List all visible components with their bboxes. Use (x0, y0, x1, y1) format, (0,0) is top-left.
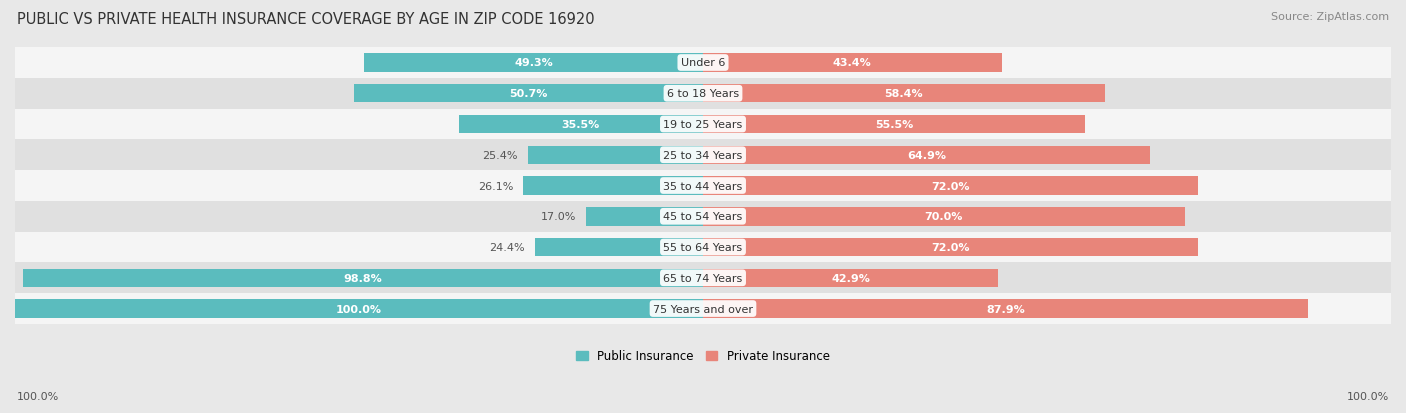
Bar (703, 177, 1198, 195)
Bar (15, 79, 1391, 109)
Text: PUBLIC VS PRIVATE HEALTH INSURANCE COVERAGE BY AGE IN ZIP CODE 16920: PUBLIC VS PRIVATE HEALTH INSURANCE COVER… (17, 12, 595, 27)
Text: 45 to 54 Years: 45 to 54 Years (664, 212, 742, 222)
Bar (15, 202, 1391, 232)
Bar (586, 208, 703, 226)
Bar (15, 140, 1391, 171)
Bar (703, 269, 998, 287)
Bar (703, 116, 1085, 134)
Text: 58.4%: 58.4% (884, 89, 924, 99)
Text: 72.0%: 72.0% (931, 242, 970, 252)
Text: 100.0%: 100.0% (336, 304, 382, 314)
Text: 49.3%: 49.3% (515, 58, 553, 68)
Bar (15, 171, 1391, 202)
Bar (703, 54, 1001, 73)
Bar (703, 85, 1105, 103)
Bar (536, 238, 703, 256)
Text: 42.9%: 42.9% (831, 273, 870, 283)
Bar (15, 232, 1391, 263)
Bar (24, 269, 703, 287)
Text: 35 to 44 Years: 35 to 44 Years (664, 181, 742, 191)
Bar (703, 238, 1198, 256)
Text: Under 6: Under 6 (681, 58, 725, 68)
Bar (529, 146, 703, 165)
Text: 72.0%: 72.0% (931, 181, 970, 191)
Text: Source: ZipAtlas.com: Source: ZipAtlas.com (1271, 12, 1389, 22)
Text: 35.5%: 35.5% (562, 120, 600, 130)
Bar (15, 294, 1391, 324)
Bar (15, 109, 1391, 140)
Text: 100.0%: 100.0% (17, 391, 59, 401)
Bar (523, 177, 703, 195)
Text: 43.4%: 43.4% (832, 58, 872, 68)
Text: 50.7%: 50.7% (509, 89, 548, 99)
Text: 64.9%: 64.9% (907, 150, 946, 160)
Bar (364, 54, 703, 73)
Bar (703, 146, 1150, 165)
Text: 70.0%: 70.0% (925, 212, 963, 222)
Text: 65 to 74 Years: 65 to 74 Years (664, 273, 742, 283)
Legend: Public Insurance, Private Insurance: Public Insurance, Private Insurance (576, 349, 830, 363)
Bar (703, 299, 1308, 318)
Text: 26.1%: 26.1% (478, 181, 513, 191)
Text: 25 to 34 Years: 25 to 34 Years (664, 150, 742, 160)
Text: 17.0%: 17.0% (540, 212, 575, 222)
Text: 25.4%: 25.4% (482, 150, 517, 160)
Bar (15, 263, 1391, 294)
Text: 98.8%: 98.8% (343, 273, 382, 283)
Text: 24.4%: 24.4% (489, 242, 524, 252)
Text: 75 Years and over: 75 Years and over (652, 304, 754, 314)
Text: 55 to 64 Years: 55 to 64 Years (664, 242, 742, 252)
Text: 100.0%: 100.0% (1347, 391, 1389, 401)
Bar (15, 48, 1391, 79)
Text: 87.9%: 87.9% (986, 304, 1025, 314)
Bar (15, 299, 703, 318)
Bar (703, 208, 1185, 226)
Text: 19 to 25 Years: 19 to 25 Years (664, 120, 742, 130)
Text: 55.5%: 55.5% (875, 120, 912, 130)
Bar (458, 116, 703, 134)
Bar (354, 85, 703, 103)
Text: 6 to 18 Years: 6 to 18 Years (666, 89, 740, 99)
